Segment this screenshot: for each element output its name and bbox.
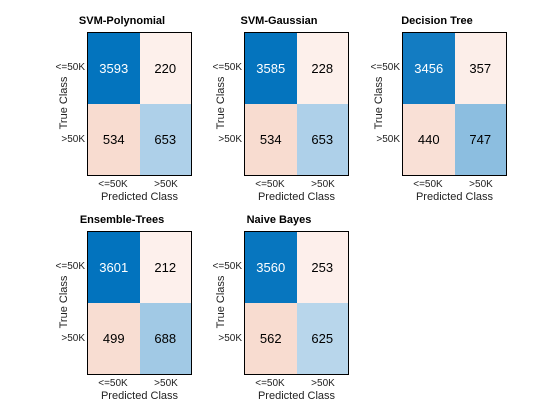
column-tick-label: >50K bbox=[469, 179, 493, 190]
matrix-cell: 562 bbox=[245, 303, 297, 374]
matrix-cell: 3601 bbox=[88, 232, 140, 303]
matrix-cell: 3456 bbox=[403, 33, 455, 104]
matrix-cell: 440 bbox=[403, 104, 455, 175]
x-axis-label: Predicted Class bbox=[415, 191, 494, 203]
column-tick-label: <=50K bbox=[98, 378, 128, 389]
column-tick-label: <=50K bbox=[255, 378, 285, 389]
x-axis-label: Predicted Class bbox=[100, 390, 179, 402]
matrix-cell: 499 bbox=[88, 303, 140, 374]
row-tick-label: <=50K bbox=[370, 62, 400, 73]
matrix-cell: 3593 bbox=[88, 33, 140, 104]
matrix-cell: 357 bbox=[454, 33, 506, 104]
column-tick-label: <=50K bbox=[98, 179, 128, 190]
matrix-grid: 3601 212 499 688 bbox=[87, 231, 192, 375]
matrix-cell: 212 bbox=[139, 232, 191, 303]
column-tick-label: >50K bbox=[154, 378, 178, 389]
matrix-grid: 3456 357 440 747 bbox=[402, 32, 507, 176]
confusion-matrix: SVM-Polynomial True Class <=50K >50K 3593 220… bbox=[52, 15, 192, 215]
row-tick-label: >50K bbox=[218, 333, 242, 344]
row-tick-label: <=50K bbox=[55, 261, 85, 272]
confusion-matrix: Ensemble-Trees True Class <=50K >50K 3601 212… bbox=[52, 214, 192, 414]
matrix-cell: 253 bbox=[296, 232, 348, 303]
confusion-matrix: Decision Tree True Class <=50K >50K 3456 357 4… bbox=[367, 15, 507, 215]
row-tick-label: <=50K bbox=[212, 62, 242, 73]
matrix-cell: 534 bbox=[245, 104, 297, 175]
row-tick-label: >50K bbox=[376, 134, 400, 145]
confusion-matrix: SVM-Gaussian True Class <=50K >50K 3585 228 53… bbox=[209, 15, 349, 215]
x-axis-label: Predicted Class bbox=[257, 191, 336, 203]
matrix-cell: 228 bbox=[296, 33, 348, 104]
row-tick-label: >50K bbox=[61, 333, 85, 344]
matrix-cell: 688 bbox=[139, 303, 191, 374]
row-tick-label: >50K bbox=[61, 134, 85, 145]
confusion-matrix: Naive Bayes True Class <=50K >50K 3560 253 562… bbox=[209, 214, 349, 414]
row-tick-label: <=50K bbox=[55, 62, 85, 73]
row-tick-label: <=50K bbox=[212, 261, 242, 272]
matrix-cell: 3585 bbox=[245, 33, 297, 104]
column-tick-label: <=50K bbox=[255, 179, 285, 190]
matrix-cell: 3560 bbox=[245, 232, 297, 303]
chart-title: SVM-Gaussian bbox=[240, 15, 318, 27]
column-tick-label: >50K bbox=[154, 179, 178, 190]
matrix-grid: 3593 220 534 653 bbox=[87, 32, 192, 176]
column-tick-label: >50K bbox=[311, 179, 335, 190]
chart-title: Naive Bayes bbox=[246, 214, 312, 226]
matrix-cell: 625 bbox=[296, 303, 348, 374]
matrix-grid: 3560 253 562 625 bbox=[244, 231, 349, 375]
row-tick-label: >50K bbox=[218, 134, 242, 145]
matrix-cell: 747 bbox=[454, 104, 506, 175]
chart-title: Decision Tree bbox=[401, 15, 473, 27]
chart-title: Ensemble-Trees bbox=[79, 214, 165, 226]
column-tick-label: >50K bbox=[311, 378, 335, 389]
chart-title: SVM-Polynomial bbox=[78, 15, 166, 27]
matrix-grid: 3585 228 534 653 bbox=[244, 32, 349, 176]
matrix-cell: 220 bbox=[139, 33, 191, 104]
x-axis-label: Predicted Class bbox=[257, 390, 336, 402]
x-axis-label: Predicted Class bbox=[100, 191, 179, 203]
matrix-cell: 653 bbox=[139, 104, 191, 175]
column-tick-label: <=50K bbox=[413, 179, 443, 190]
matrix-cell: 653 bbox=[296, 104, 348, 175]
matrix-cell: 534 bbox=[88, 104, 140, 175]
